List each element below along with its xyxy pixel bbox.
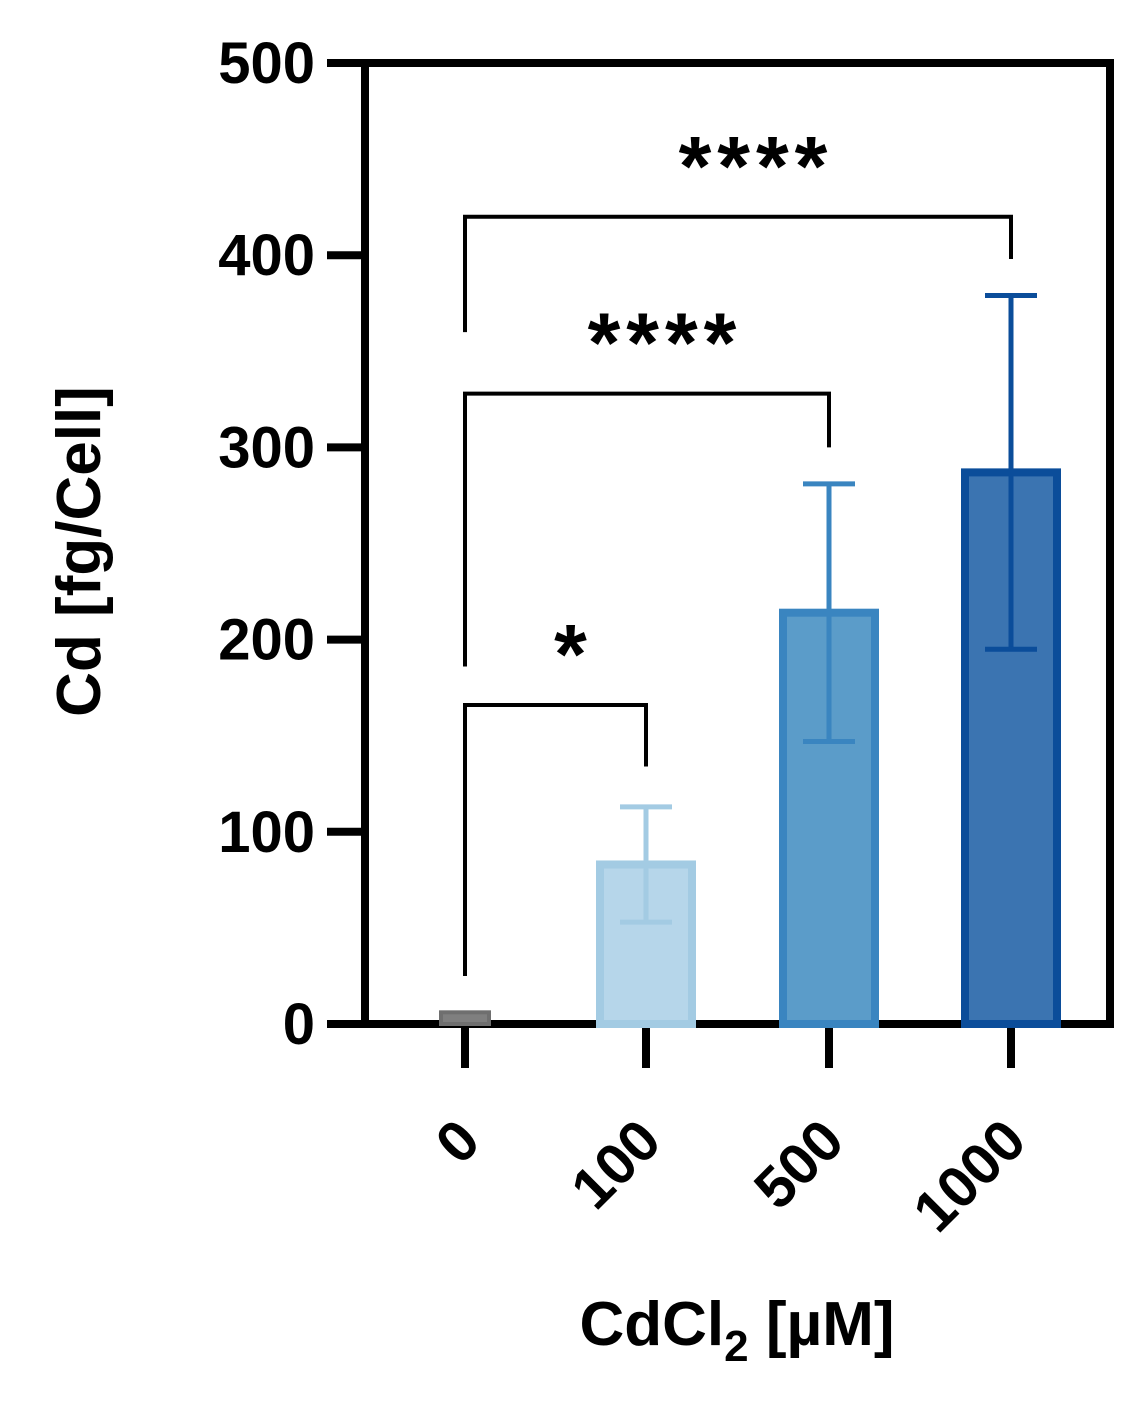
y-tick-label-200: 200 bbox=[218, 608, 315, 673]
x-axis-label: CdCl2 [µM] bbox=[579, 1290, 894, 1371]
labels: Cd [fg/Cell] CdCl2 [µM] bbox=[45, 386, 895, 1371]
significance-bracket-2 bbox=[463, 214, 1013, 333]
bar-0 bbox=[439, 1010, 491, 1027]
plot-frame bbox=[361, 59, 1114, 1028]
x-tick-label-0: 0 bbox=[423, 1107, 492, 1176]
y-tick-label-100: 100 bbox=[218, 800, 315, 865]
significance-label-0: * bbox=[554, 607, 593, 701]
significance-bracket-1 bbox=[463, 391, 831, 667]
x-tick-label-1000: 1000 bbox=[901, 1107, 1038, 1244]
significance-label-2: **** bbox=[679, 119, 834, 213]
x-tick-label-100: 100 bbox=[559, 1107, 673, 1221]
significance-bracket-0 bbox=[463, 702, 648, 976]
y-tick-label-300: 300 bbox=[218, 415, 315, 480]
error-bars bbox=[620, 293, 1037, 925]
significance-brackets: ********* bbox=[463, 119, 1013, 976]
bars bbox=[439, 468, 1061, 1029]
x-tick-label-500: 500 bbox=[742, 1107, 856, 1221]
y-tick-label-400: 400 bbox=[218, 223, 315, 288]
y-tick-label-0: 0 bbox=[283, 992, 315, 1057]
y-axis-label: Cd [fg/Cell] bbox=[45, 386, 114, 717]
y-tick-label-500: 500 bbox=[218, 31, 315, 96]
significance-label-1: **** bbox=[588, 296, 743, 390]
